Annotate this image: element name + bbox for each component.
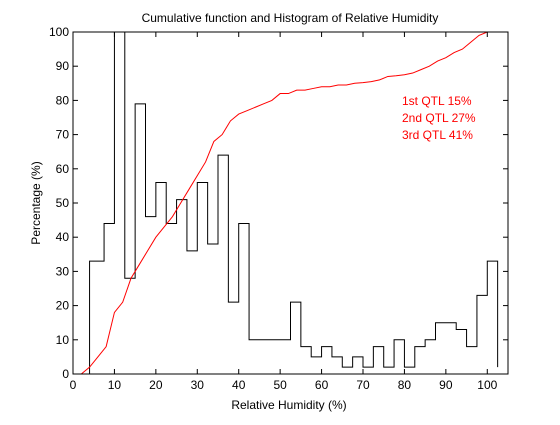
x-tick-label: 40 — [232, 378, 246, 392]
y-tick-label: 70 — [56, 128, 70, 142]
quantile-3-label: 3rd QTL 41% — [402, 128, 473, 142]
y-tick-label: 20 — [56, 299, 70, 313]
x-tick-label: 50 — [273, 378, 287, 392]
chart-marks: 0 10 20 30 40 50 60 70 80 90 100 0 10 20 30 40 50 60 70 80 9… — [49, 25, 509, 392]
x-tick-label: 70 — [356, 378, 370, 392]
y-tick-label: 50 — [56, 196, 70, 210]
x-tick-label: 90 — [439, 378, 453, 392]
x-tick-label: 60 — [315, 378, 329, 392]
y-tick-label: 90 — [56, 59, 70, 73]
x-tick-label: 30 — [191, 378, 205, 392]
y-tick-label: 100 — [49, 25, 69, 39]
chart-title: Cumulative function and Histogram of Rel… — [142, 11, 439, 25]
cumulative-curve — [73, 32, 496, 374]
y-tick-label: 10 — [56, 333, 70, 347]
y-tick-label: 0 — [62, 367, 69, 381]
x-tick-label: 80 — [398, 378, 412, 392]
x-tick-label: 0 — [70, 378, 77, 392]
x-tick-label: 20 — [149, 378, 163, 392]
x-tick-label: 100 — [477, 378, 497, 392]
quantile-1-label: 1st QTL 15% — [402, 94, 472, 108]
histogram-stairs — [89, 32, 499, 374]
y-axis-label: Percentage (%) — [29, 161, 43, 244]
quantile-2-label: 2nd QTL 27% — [402, 111, 476, 125]
y-tick-label: 60 — [56, 162, 70, 176]
y-tick-label: 80 — [56, 93, 70, 107]
y-tick-label: 30 — [56, 264, 70, 278]
x-tick-label: 10 — [108, 378, 122, 392]
x-axis-label: Relative Humidity (%) — [231, 398, 346, 412]
y-tick-label: 40 — [56, 230, 70, 244]
